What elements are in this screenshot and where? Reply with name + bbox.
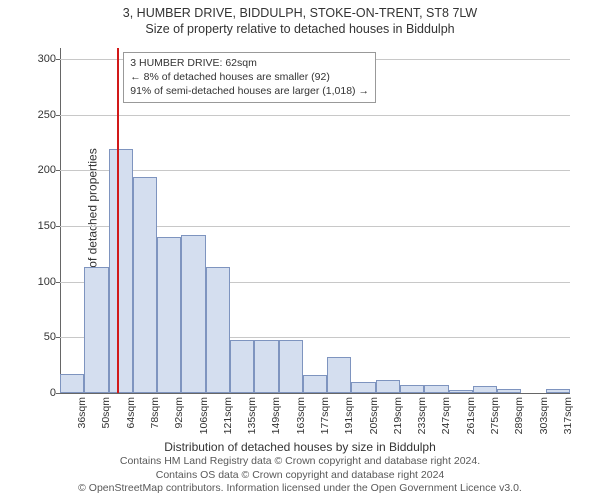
- y-tick-label: 50: [32, 331, 56, 343]
- histogram-bar: [60, 374, 84, 393]
- histogram-bar: [400, 385, 424, 393]
- histogram-bar: [327, 357, 351, 393]
- page-title-subtitle: Size of property relative to detached ho…: [0, 20, 600, 36]
- y-tick-mark: [56, 337, 60, 338]
- x-tick-label: 233sqm: [416, 397, 428, 434]
- x-axis-line: [60, 393, 570, 394]
- x-tick-label: 36sqm: [76, 397, 88, 429]
- y-tick-mark: [56, 170, 60, 171]
- x-tick-label: 135sqm: [246, 397, 258, 434]
- annotation-line: 91% of semi-detached houses are larger (…: [130, 84, 369, 98]
- x-axis-title: Distribution of detached houses by size …: [0, 440, 600, 454]
- x-tick-label: 219sqm: [392, 397, 404, 434]
- footer-credits: Contains HM Land Registry data © Crown c…: [0, 455, 600, 496]
- reference-line: [117, 48, 119, 393]
- x-tick-label: 149sqm: [270, 397, 282, 434]
- footer-line-1: Contains HM Land Registry data © Crown c…: [0, 455, 600, 469]
- y-tick-label: 0: [32, 387, 56, 399]
- histogram-bar: [546, 389, 570, 393]
- histogram-bar: [230, 340, 254, 393]
- x-tick-label: 275sqm: [489, 397, 501, 434]
- x-tick-label: 289sqm: [513, 397, 525, 434]
- y-tick-mark: [56, 59, 60, 60]
- annotation-box: 3 HUMBER DRIVE: 62sqm← 8% of detached ho…: [123, 52, 376, 103]
- histogram-bar: [181, 235, 205, 393]
- chart-container: Number of detached properties 0501001502…: [58, 46, 574, 416]
- x-tick-label: 64sqm: [125, 397, 137, 429]
- histogram-bar: [206, 267, 230, 393]
- plot-area: 05010015020025030036sqm50sqm64sqm78sqm92…: [60, 48, 570, 393]
- histogram-bar: [424, 385, 448, 393]
- x-tick-label: 106sqm: [198, 397, 210, 434]
- histogram-bar: [133, 177, 157, 393]
- x-tick-label: 317sqm: [562, 397, 574, 434]
- annotation-line: ← 8% of detached houses are smaller (92): [130, 70, 369, 84]
- x-tick-label: 261sqm: [465, 397, 477, 434]
- grid-line: [60, 170, 570, 171]
- histogram-bar: [449, 390, 473, 393]
- histogram-bar: [279, 340, 303, 393]
- x-tick-label: 205sqm: [368, 397, 380, 434]
- histogram-bar: [351, 382, 375, 393]
- histogram-bar: [473, 386, 497, 393]
- histogram-bar: [157, 237, 181, 393]
- y-axis-line: [60, 48, 61, 393]
- histogram-bar: [109, 149, 133, 393]
- y-tick-label: 300: [32, 53, 56, 65]
- annotation-line: 3 HUMBER DRIVE: 62sqm: [130, 56, 369, 70]
- histogram-bar: [84, 267, 108, 393]
- y-tick-label: 100: [32, 276, 56, 288]
- y-tick-label: 250: [32, 109, 56, 121]
- grid-line: [60, 115, 570, 116]
- x-tick-label: 92sqm: [173, 397, 185, 429]
- y-tick-label: 200: [32, 164, 56, 176]
- x-tick-label: 163sqm: [295, 397, 307, 434]
- x-tick-label: 247sqm: [440, 397, 452, 434]
- x-tick-label: 303sqm: [538, 397, 550, 434]
- histogram-bar: [254, 340, 278, 393]
- y-tick-label: 150: [32, 220, 56, 232]
- y-tick-mark: [56, 226, 60, 227]
- histogram-bar: [376, 380, 400, 393]
- y-tick-mark: [56, 282, 60, 283]
- y-tick-mark: [56, 115, 60, 116]
- page-title-address: 3, HUMBER DRIVE, BIDDULPH, STOKE-ON-TREN…: [0, 0, 600, 20]
- footer-line-3: © OpenStreetMap contributors. Informatio…: [0, 482, 600, 496]
- x-tick-label: 177sqm: [319, 397, 331, 434]
- histogram-bar: [497, 389, 521, 393]
- footer-line-2: Contains OS data © Crown copyright and d…: [0, 469, 600, 483]
- x-tick-label: 121sqm: [222, 397, 234, 434]
- x-tick-label: 50sqm: [100, 397, 112, 429]
- histogram-bar: [303, 375, 327, 393]
- x-tick-label: 78sqm: [149, 397, 161, 429]
- x-tick-label: 191sqm: [343, 397, 355, 434]
